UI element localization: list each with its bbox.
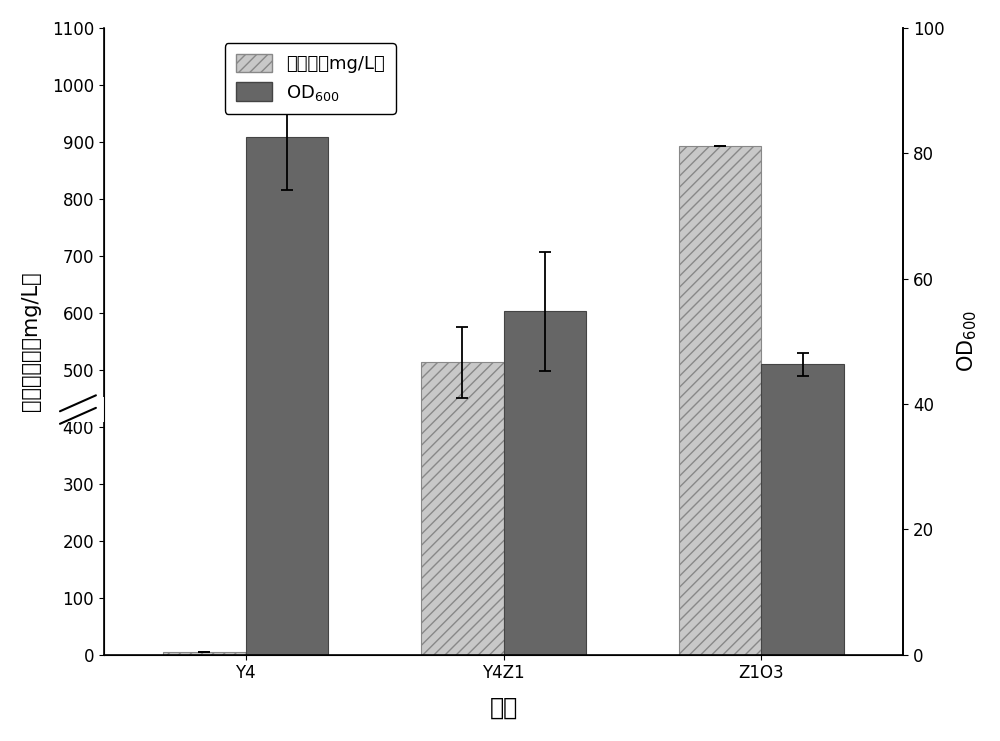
Bar [44,397,104,422]
Bar [246,137,328,654]
Bar [163,651,246,654]
X-axis label: 菌株: 菌株 [489,696,518,720]
Bar [421,362,504,654]
Y-axis label: 角鲸烯含量（mg/L）: 角鲸烯含量（mg/L） [21,271,41,411]
Bar [504,311,586,654]
Bar [761,365,844,654]
Y-axis label: OD$_{600}$: OD$_{600}$ [956,310,979,372]
Legend: 十二烷（mg/L）, OD$_{600}$: 十二烷（mg/L）, OD$_{600}$ [225,43,396,113]
Bar [679,146,761,654]
